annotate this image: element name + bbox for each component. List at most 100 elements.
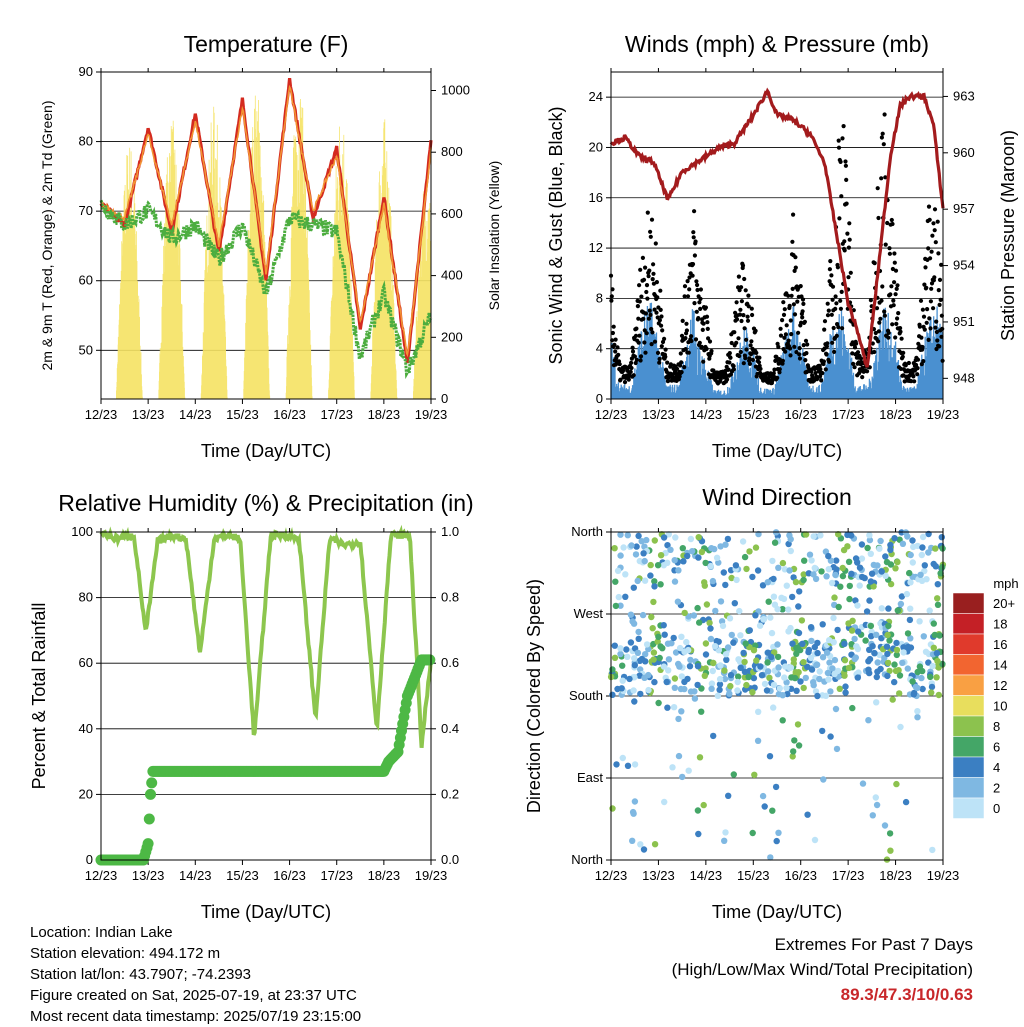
direction-point	[902, 798, 910, 806]
y2-tick-label: 200	[441, 329, 463, 344]
direction-point	[932, 545, 939, 552]
direction-point	[671, 578, 679, 585]
gust-point	[890, 322, 895, 327]
direction-point	[822, 692, 830, 699]
direction-point	[676, 644, 684, 652]
gust-point	[838, 306, 844, 311]
gust-point	[772, 367, 777, 372]
direction-point	[844, 543, 851, 550]
gust-point	[727, 351, 732, 356]
direction-point	[934, 595, 941, 602]
direction-point	[710, 732, 717, 740]
direction-point	[841, 657, 849, 664]
direction-point	[627, 639, 635, 646]
gust-point	[705, 320, 710, 325]
direction-point	[806, 551, 814, 558]
gust-point	[803, 338, 809, 343]
direction-point	[707, 562, 714, 570]
direction-point	[852, 654, 859, 661]
direction-point	[639, 611, 647, 619]
direction-point	[939, 660, 946, 668]
direction-point	[764, 668, 772, 675]
direction-point	[884, 631, 891, 639]
direction-point	[672, 649, 680, 656]
gust-point	[840, 326, 845, 331]
y-tick-label: North	[571, 524, 603, 539]
direction-point	[907, 635, 914, 642]
direction-point	[845, 558, 853, 565]
gust-point	[680, 318, 685, 323]
direction-point	[927, 673, 934, 681]
direction-point	[848, 532, 855, 539]
direction-point	[630, 687, 637, 694]
direction-point	[836, 685, 843, 692]
direction-point	[701, 582, 708, 589]
direction-point	[745, 673, 752, 681]
gust-point	[800, 297, 806, 302]
direction-point	[873, 673, 880, 681]
direction-point	[634, 577, 641, 585]
direction-point	[810, 571, 817, 578]
direction-point	[865, 666, 872, 673]
gust-point	[926, 246, 931, 251]
gust-point	[891, 298, 896, 303]
direction-point	[698, 548, 706, 556]
direction-point	[918, 674, 925, 682]
direction-point	[609, 805, 616, 812]
gust-point	[657, 356, 662, 362]
gust-point	[778, 326, 783, 331]
direction-point	[854, 674, 861, 681]
gust-point	[936, 251, 941, 256]
x-tick-label: 16/23	[784, 868, 817, 883]
direction-point	[779, 717, 786, 724]
direction-point	[624, 653, 631, 660]
gust-point	[791, 302, 797, 307]
direction-point	[867, 622, 875, 630]
direction-point	[858, 541, 866, 548]
direction-point	[863, 608, 871, 615]
y2-axis-label: Solar Insolation (Yellow)	[486, 161, 502, 311]
direction-point	[774, 641, 781, 648]
gust-point	[689, 334, 694, 339]
direction-point	[796, 588, 803, 595]
direction-point	[631, 655, 638, 662]
direction-point	[660, 663, 668, 670]
direction-point	[823, 649, 831, 656]
gust-point	[855, 350, 861, 355]
gust-point	[891, 303, 896, 308]
gust-point	[900, 354, 905, 359]
gust-point	[640, 255, 646, 260]
gust-point	[679, 370, 684, 375]
direction-point	[750, 674, 758, 682]
gust-point	[611, 324, 616, 329]
direction-point	[702, 640, 710, 647]
direction-point	[787, 624, 794, 632]
direction-point	[839, 572, 847, 580]
gust-point	[630, 349, 636, 354]
direction-point	[717, 662, 724, 669]
direction-point	[789, 753, 796, 760]
y-tick-label: 16	[589, 190, 603, 205]
plot-frame	[610, 531, 944, 861]
direction-point	[870, 583, 877, 590]
direction-point	[892, 565, 899, 572]
direction-point	[909, 537, 916, 544]
direction-point	[665, 531, 672, 538]
gust-point	[825, 301, 830, 306]
direction-point	[763, 687, 771, 694]
direction-point	[622, 571, 629, 578]
y-tick-label: 60	[79, 273, 93, 288]
gust-point	[893, 335, 898, 340]
x-tick-label: 15/23	[226, 407, 259, 422]
gust-point	[641, 316, 646, 321]
direction-point	[671, 684, 678, 691]
direction-point	[640, 846, 648, 853]
direction-point	[654, 562, 662, 569]
direction-point	[839, 564, 846, 572]
direction-point	[862, 637, 869, 644]
direction-point	[884, 659, 892, 667]
direction-point	[851, 635, 858, 643]
direction-point	[852, 597, 859, 604]
direction-point	[848, 570, 855, 577]
gust-point	[781, 300, 786, 305]
